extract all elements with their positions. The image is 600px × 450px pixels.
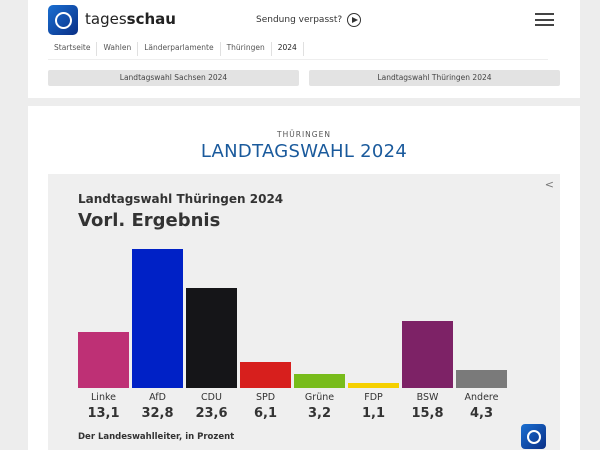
page-title: LANDTAGSWAHL 2024 [200, 141, 408, 162]
brand-bold: schau [126, 10, 176, 28]
brand-light: tages [85, 10, 127, 28]
bar-label: Linke [91, 392, 116, 403]
bar-label: CDU [201, 392, 222, 403]
share-icon[interactable]: < [544, 178, 554, 191]
bar-bsw [402, 321, 453, 388]
chart-title: Landtagswahl Thüringen 2024 [78, 192, 284, 206]
bar-label: AfD [149, 392, 166, 403]
breadcrumb-item[interactable]: 2024 [272, 42, 304, 56]
kicker: THÜRINGEN [277, 130, 331, 139]
play-icon [347, 13, 362, 27]
breadcrumb-item[interactable]: Startseite [48, 42, 98, 56]
breadcrumb: Startseite Wahlen Länderparlamente Thüri… [48, 42, 548, 60]
bar-label: SPD [255, 392, 276, 403]
bar-andere [456, 369, 507, 388]
breadcrumb-item[interactable]: Thüringen [221, 42, 272, 56]
site-header: tagesschau Sendung verpasst? Startseite … [28, 0, 580, 98]
bar-value: 15,8 [411, 406, 444, 421]
bar-label: Grüne [304, 392, 335, 403]
sachsen-button[interactable]: Landtagswahl Sachsen 2024 [48, 70, 299, 86]
bar-value: 6,1 [253, 406, 278, 421]
bar-linke [78, 332, 129, 388]
bar-label: BSW [416, 392, 439, 403]
bar-fdp [348, 383, 399, 388]
brand-name[interactable]: tagesschau [85, 10, 176, 28]
bar-value: 32,8 [141, 406, 174, 421]
bar-value: 13,1 [87, 406, 120, 421]
main-content: THÜRINGEN LANDTAGSWAHL 2024 < Landtagswa… [28, 106, 580, 450]
bar-value: 3,2 [307, 406, 332, 421]
bar-grüne [294, 374, 345, 388]
thueringen-button[interactable]: Landtagswahl Thüringen 2024 [309, 70, 560, 86]
bar-value: 1,1 [361, 406, 386, 421]
tagesschau-logo-icon[interactable] [48, 5, 78, 35]
missed-label: Sendung verpasst? [256, 15, 343, 25]
chart-subtitle: Vorl. Ergebnis [78, 210, 221, 231]
breadcrumb-item[interactable]: Wahlen [97, 42, 139, 56]
sendung-verpasst-link[interactable]: Sendung verpasst? [256, 13, 362, 27]
results-chart: < Landtagswahl Thüringen 2024 Vorl. Erge… [48, 174, 560, 450]
hamburger-menu-icon[interactable] [535, 13, 554, 26]
bar-label: Andere [464, 392, 499, 403]
bar-spd [240, 362, 291, 388]
breadcrumb-item[interactable]: Länderparlamente [138, 42, 221, 56]
bar-afd [132, 249, 183, 388]
chart-source: Der Landeswahlleiter, in Prozent [78, 432, 235, 442]
ard-logo-icon [521, 424, 546, 449]
bar-value: 23,6 [195, 406, 228, 421]
bar-cdu [186, 287, 237, 388]
bar-label: FDP [364, 392, 383, 403]
bar-value: 4,3 [469, 406, 494, 421]
